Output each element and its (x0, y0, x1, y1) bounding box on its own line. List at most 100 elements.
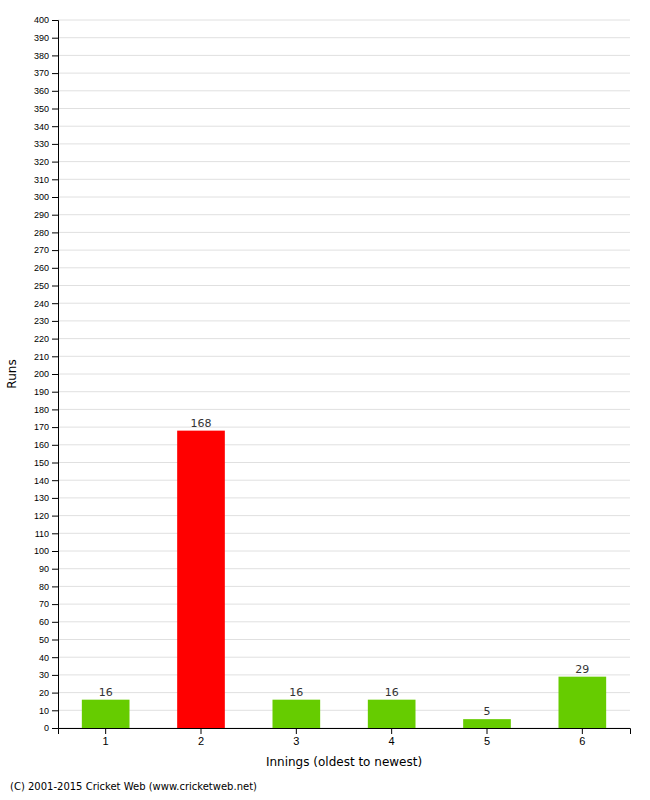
y-tick-label: 380 (34, 51, 49, 61)
y-tick-mark (52, 569, 58, 570)
y-tick: 120 (34, 511, 58, 521)
grid-line (58, 497, 630, 498)
y-tick: 160 (34, 440, 58, 450)
x-tick-label: 6 (579, 735, 585, 747)
grid-line (58, 126, 630, 127)
y-tick: 360 (34, 86, 58, 96)
y-tick: 330 (34, 139, 58, 149)
x-tick: 6 (579, 728, 585, 747)
grid-line (58, 55, 630, 56)
y-tick-label: 280 (34, 228, 49, 238)
y-tick-label: 190 (34, 387, 49, 397)
y-tick-label: 320 (34, 157, 49, 167)
y-tick-label: 300 (34, 192, 49, 202)
y-tick-mark (52, 38, 58, 39)
grid-line (58, 338, 630, 339)
y-tick: 230 (34, 316, 58, 326)
y-tick: 60 (39, 617, 58, 627)
y-tick: 40 (39, 653, 58, 663)
y-tick-mark (52, 693, 58, 694)
y-tick: 350 (34, 104, 58, 114)
y-tick-label: 160 (34, 440, 49, 450)
grid-line (58, 551, 630, 552)
grid-line (58, 657, 630, 658)
y-tick-label: 120 (34, 511, 49, 521)
y-tick: 130 (34, 493, 58, 503)
y-tick-mark (52, 303, 58, 304)
x-tick: 1 (103, 728, 109, 747)
y-tick: 30 (39, 670, 58, 680)
grid-line (58, 639, 630, 640)
y-tick: 10 (39, 706, 58, 716)
y-axis-line (52, 21, 59, 729)
y-tick-label: 130 (34, 493, 49, 503)
grid-line (58, 250, 630, 251)
grid-line (58, 692, 630, 693)
grid (58, 20, 630, 728)
y-tick-label: 170 (34, 422, 49, 432)
grid-line (58, 621, 630, 622)
grid-line (58, 356, 630, 357)
y-tick-mark (52, 392, 58, 393)
y-tick-label: 310 (34, 175, 49, 185)
y-tick-label: 110 (35, 529, 49, 539)
y-tick-label: 390 (34, 33, 49, 43)
grid-line (58, 90, 630, 91)
x-tick-label: 4 (389, 735, 395, 747)
y-tick: 180 (34, 405, 58, 415)
grid-line (58, 37, 630, 38)
y-axis: 0102030405060708090100110120130140150160… (34, 15, 59, 733)
y-tick: 70 (39, 599, 58, 609)
y-tick-label: 330 (34, 139, 49, 149)
chart: 1616816165291234560102030405060708090100… (0, 0, 650, 800)
grid-line (58, 143, 630, 144)
y-tick-mark (52, 480, 58, 481)
y-tick-mark (52, 356, 58, 357)
y-tick: 250 (34, 281, 58, 291)
y-tick: 0 (44, 723, 58, 733)
y-tick-label: 70 (39, 599, 49, 609)
y-tick: 260 (34, 263, 58, 273)
data-label: 5 (484, 705, 491, 718)
x-tick: 4 (389, 728, 395, 747)
grid-line (58, 179, 630, 180)
y-tick: 240 (34, 299, 58, 309)
y-tick-mark (52, 604, 58, 605)
y-tick: 400 (34, 15, 58, 25)
data-label: 16 (385, 686, 399, 699)
y-tick-mark (52, 622, 58, 623)
data-label: 29 (575, 663, 589, 676)
x-tick-mark (201, 728, 202, 734)
x-tick-label: 1 (103, 735, 109, 747)
bar (463, 719, 511, 728)
grid-line (58, 409, 630, 410)
data-label: 16 (99, 686, 113, 699)
y-tick-mark (52, 516, 58, 517)
grid-line (58, 267, 630, 268)
y-tick-mark (52, 91, 58, 92)
data-labels: 161681616529 (99, 417, 590, 719)
grid-line (58, 214, 630, 215)
y-tick-label: 180 (34, 405, 49, 415)
y-tick: 150 (34, 458, 58, 468)
y-tick: 290 (34, 210, 58, 220)
y-tick-label: 220 (34, 334, 49, 344)
y-tick-label: 290 (34, 210, 49, 220)
y-tick-label: 250 (34, 281, 49, 291)
y-tick-label: 100 (34, 546, 49, 556)
grid-line (58, 586, 630, 587)
y-tick-label: 0 (44, 723, 49, 733)
y-tick-mark (52, 321, 58, 322)
y-tick-mark (52, 286, 58, 287)
y-tick-label: 40 (39, 653, 49, 663)
y-tick-mark (52, 551, 58, 552)
y-tick: 390 (34, 33, 58, 43)
y-tick-mark (52, 162, 58, 163)
grid-line (58, 674, 630, 675)
y-tick-mark (52, 268, 58, 269)
y-tick-label: 260 (34, 263, 49, 273)
y-tick-label: 360 (34, 86, 49, 96)
y-tick-mark (52, 126, 58, 127)
grid-line (58, 232, 630, 233)
data-label: 16 (289, 686, 303, 699)
